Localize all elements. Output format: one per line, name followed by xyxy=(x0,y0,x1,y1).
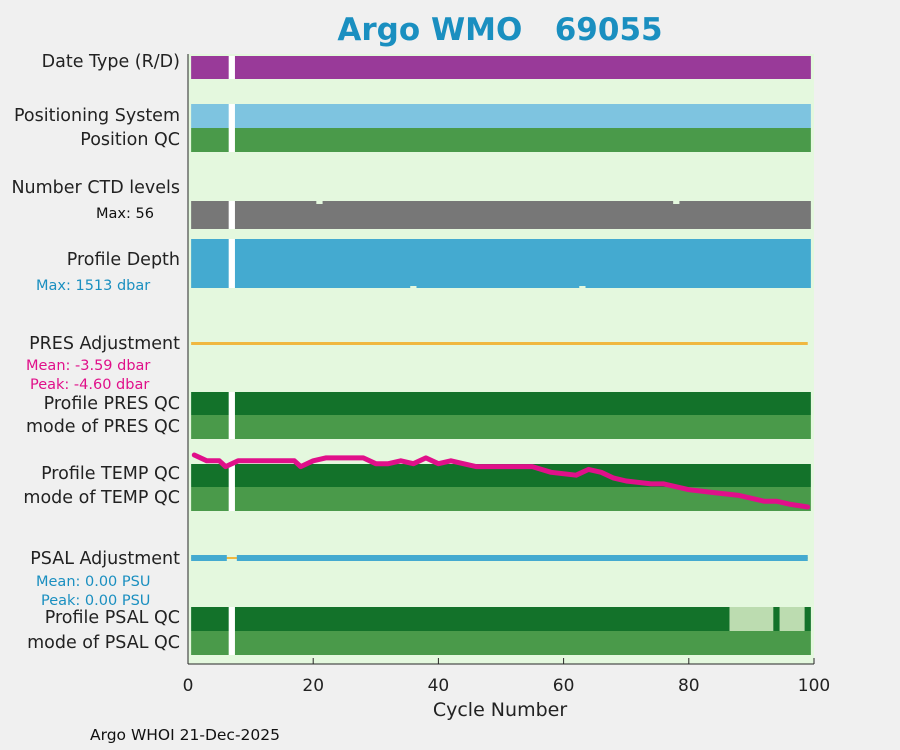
depth-max-label: Max: 1513 dbar xyxy=(36,278,151,294)
ctd-levels-dip xyxy=(316,201,323,204)
missing-cycle-gap xyxy=(228,464,235,511)
chart-title: Argo WMO 69055 xyxy=(337,12,663,48)
positioning-system-bar xyxy=(191,104,811,128)
profile-temp-qc-label: Profile TEMP QC xyxy=(41,464,180,484)
psal-peak-label: Peak: 0.00 PSU xyxy=(41,593,151,609)
x-tick-label: 60 xyxy=(553,676,575,696)
pres-adjustment-label: PRES Adjustment xyxy=(29,334,180,354)
profile-psal-qc-bar xyxy=(191,607,811,631)
missing-cycle-gap xyxy=(228,392,235,439)
x-tick-label: 0 xyxy=(183,676,194,696)
psal-qc-light-segment xyxy=(779,607,805,631)
x-tick-label: 40 xyxy=(428,676,450,696)
psal-qc-light-segment xyxy=(729,607,774,631)
mode-temp-qc-label: mode of TEMP QC xyxy=(23,488,180,508)
profile-depth-dip xyxy=(579,286,586,288)
ctd-levels-dip xyxy=(673,201,680,204)
missing-cycle-gaps xyxy=(228,56,235,655)
x-tick-label: 100 xyxy=(798,676,830,696)
pres-adjustment-line xyxy=(191,342,808,345)
date-type-bar xyxy=(191,56,811,79)
mode-pres-qc-bar xyxy=(191,415,811,439)
x-tick-label: 80 xyxy=(678,676,700,696)
profile-pres-qc-label: Profile PRES QC xyxy=(43,394,180,414)
psal-adjustment-label: PSAL Adjustment xyxy=(30,549,180,569)
profile-pres-qc-bar xyxy=(191,392,811,415)
pres-peak-label: Peak: -4.60 dbar xyxy=(30,377,150,393)
pres-mean-label: Mean: -3.59 dbar xyxy=(26,358,151,374)
x-axis-label: Cycle Number xyxy=(432,699,568,721)
positioning-system-label: Positioning System xyxy=(13,106,180,126)
ctd-levels-bar xyxy=(191,201,811,229)
profile-depth-label: Profile Depth xyxy=(66,250,180,270)
x-axis-ticks: 0 20 40 60 80 100 xyxy=(183,658,830,696)
mode-psal-qc-bar xyxy=(191,631,811,655)
footer-credit: Argo WHOI 21-Dec-2025 xyxy=(90,726,280,744)
missing-cycle-gap xyxy=(228,607,235,655)
profile-depth-dip xyxy=(410,286,417,288)
position-qc-bar xyxy=(191,128,811,152)
timeline-bars xyxy=(191,56,811,655)
ctd-levels-label: Number CTD levels xyxy=(11,178,180,198)
missing-cycle-gap xyxy=(228,104,235,152)
ctd-max-label: Max: 56 xyxy=(96,206,154,222)
pres-adjustment-curve xyxy=(191,452,811,510)
profile-depth-bar xyxy=(191,239,811,288)
missing-cycle-gap xyxy=(228,56,235,79)
missing-cycle-gap xyxy=(228,239,235,288)
date-type-label: Date Type (R/D) xyxy=(41,52,180,72)
psal-adjustment-segment xyxy=(191,555,227,561)
psal-adjustment-segment xyxy=(236,555,808,561)
profile-psal-qc-label: Profile PSAL QC xyxy=(44,608,180,628)
x-tick-label: 20 xyxy=(302,676,324,696)
missing-cycle-gap xyxy=(228,201,235,229)
plot-background xyxy=(188,54,814,664)
position-qc-label: Position QC xyxy=(80,130,180,150)
psal-mean-label: Mean: 0.00 PSU xyxy=(36,574,151,590)
mode-psal-qc-label: mode of PSAL QC xyxy=(27,633,180,653)
mode-pres-qc-label: mode of PRES QC xyxy=(25,417,180,437)
profile-temp-qc-bar xyxy=(191,464,811,487)
